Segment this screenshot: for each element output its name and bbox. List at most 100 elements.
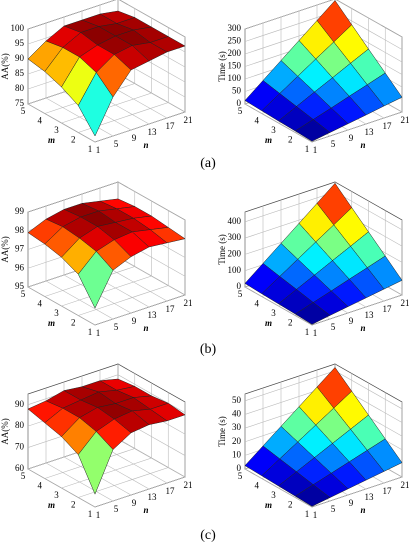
x-tick-label: 9: [349, 316, 354, 326]
z-axis-label: AA(%): [0, 236, 10, 263]
x-tick-label: 17: [383, 486, 393, 496]
z-axis-label: AA(%): [0, 53, 10, 80]
z-tick-label: 30: [232, 422, 242, 432]
z-axis-label: Time (s): [217, 416, 227, 446]
x-tick-label: 1: [313, 510, 318, 520]
x-tick-label: 5: [331, 322, 336, 332]
y-tick-label: 3: [54, 308, 59, 318]
x-tick-label: 13: [365, 310, 375, 320]
z-tick-label: 97: [15, 244, 25, 254]
y-grid-line: [94, 37, 186, 143]
x-tick-label: 21: [401, 115, 410, 125]
y-tick-label: 3: [54, 125, 59, 135]
z-tick-label: 95: [15, 281, 25, 291]
x-axis-label: n: [360, 505, 365, 515]
z-tick-label: 60: [15, 463, 25, 473]
y-tick-label: 5: [21, 289, 26, 299]
z-tick-label: 90: [15, 53, 25, 63]
x-tick-label: 1: [313, 145, 318, 155]
x-tick-label: 5: [114, 504, 119, 514]
x-tick-label: 17: [383, 304, 393, 314]
z-tick-label: 20: [232, 436, 242, 446]
z-tick-label: 200: [228, 248, 242, 258]
z-axis-label: Time (s): [217, 51, 227, 81]
y-axis-label: m: [265, 135, 272, 145]
x-tick-label: 13: [365, 127, 375, 137]
z-tick-label: 10: [232, 449, 242, 459]
x-tick-label: 1: [96, 328, 101, 338]
x-tick-label: 1: [96, 510, 101, 520]
y-tick-label: 2: [288, 500, 293, 510]
z-tick-label: 50: [232, 395, 242, 405]
z-tick-label: 50: [232, 86, 242, 96]
x-tick-label: 21: [184, 298, 193, 308]
y-tick-label: 5: [21, 106, 26, 116]
y-tick-label: 2: [71, 500, 76, 510]
y-tick-label: 1: [305, 144, 310, 154]
y-grid-line: [311, 220, 403, 326]
z-tick-label: 100: [228, 73, 242, 83]
y-grid-line: [78, 27, 169, 133]
y-tick-label: 4: [255, 116, 260, 126]
y-axis-label: m: [265, 318, 272, 328]
z-tick-label: 400: [228, 216, 242, 226]
z-tick-label: 0: [237, 98, 242, 108]
y-tick-label: 4: [255, 481, 260, 491]
z-axis-label: Time (s): [217, 234, 227, 264]
surface-cell: [294, 119, 331, 142]
x-axis-label: n: [360, 140, 365, 150]
x-axis-label: n: [143, 323, 148, 333]
x-tick-label: 21: [184, 115, 193, 125]
y-tick-label: 4: [255, 299, 260, 309]
z-tick-label: 98: [15, 225, 25, 235]
x-tick-label: 9: [132, 133, 137, 143]
x-tick-label: 1: [96, 145, 101, 155]
y-tick-label: 1: [305, 327, 310, 337]
x-axis-label: n: [143, 140, 148, 150]
z-tick-label: 300: [228, 23, 242, 33]
surface-cell: [77, 431, 114, 495]
z-tick-label: 150: [228, 61, 242, 71]
y-tick-label: 1: [88, 327, 93, 337]
y-tick-label: 4: [38, 116, 43, 126]
z-tick-label: 70: [15, 442, 25, 452]
x-axis-label: n: [360, 323, 365, 333]
z-tick-label: 200: [228, 48, 242, 58]
z-tick-label: 99: [15, 206, 25, 216]
y-tick-label: 1: [88, 509, 93, 519]
y-tick-label: 3: [271, 490, 276, 500]
x-tick-label: 5: [114, 139, 119, 149]
z-tick-label: 0: [237, 281, 242, 291]
y-tick-label: 5: [238, 471, 243, 481]
y-tick-label: 5: [21, 471, 26, 481]
z-tick-label: 0: [237, 463, 242, 473]
y-tick-label: 5: [238, 289, 243, 299]
x-tick-label: 21: [401, 480, 410, 490]
z-tick-label: 75: [15, 98, 25, 108]
z-tick-label: 40: [232, 409, 242, 419]
x-tick-label: 17: [166, 304, 176, 314]
y-tick-label: 1: [88, 144, 93, 154]
z-tick-label: 80: [15, 83, 25, 93]
x-tick-label: 13: [148, 127, 158, 137]
y-tick-label: 1: [305, 509, 310, 519]
y-tick-label: 4: [38, 299, 43, 309]
y-axis-label: m: [48, 500, 55, 510]
x-tick-label: 5: [331, 139, 336, 149]
y-tick-label: 3: [271, 125, 276, 135]
panel-label: (c): [200, 528, 216, 543]
x-tick-label: 9: [349, 498, 354, 508]
x-tick-label: 5: [331, 504, 336, 514]
x-tick-label: 21: [184, 480, 193, 490]
y-axis-label: m: [265, 500, 272, 510]
x-tick-label: 13: [148, 492, 158, 502]
z-tick-label: 100: [228, 265, 242, 275]
x-tick-label: 1: [313, 328, 318, 338]
x-tick-label: 17: [166, 486, 176, 496]
